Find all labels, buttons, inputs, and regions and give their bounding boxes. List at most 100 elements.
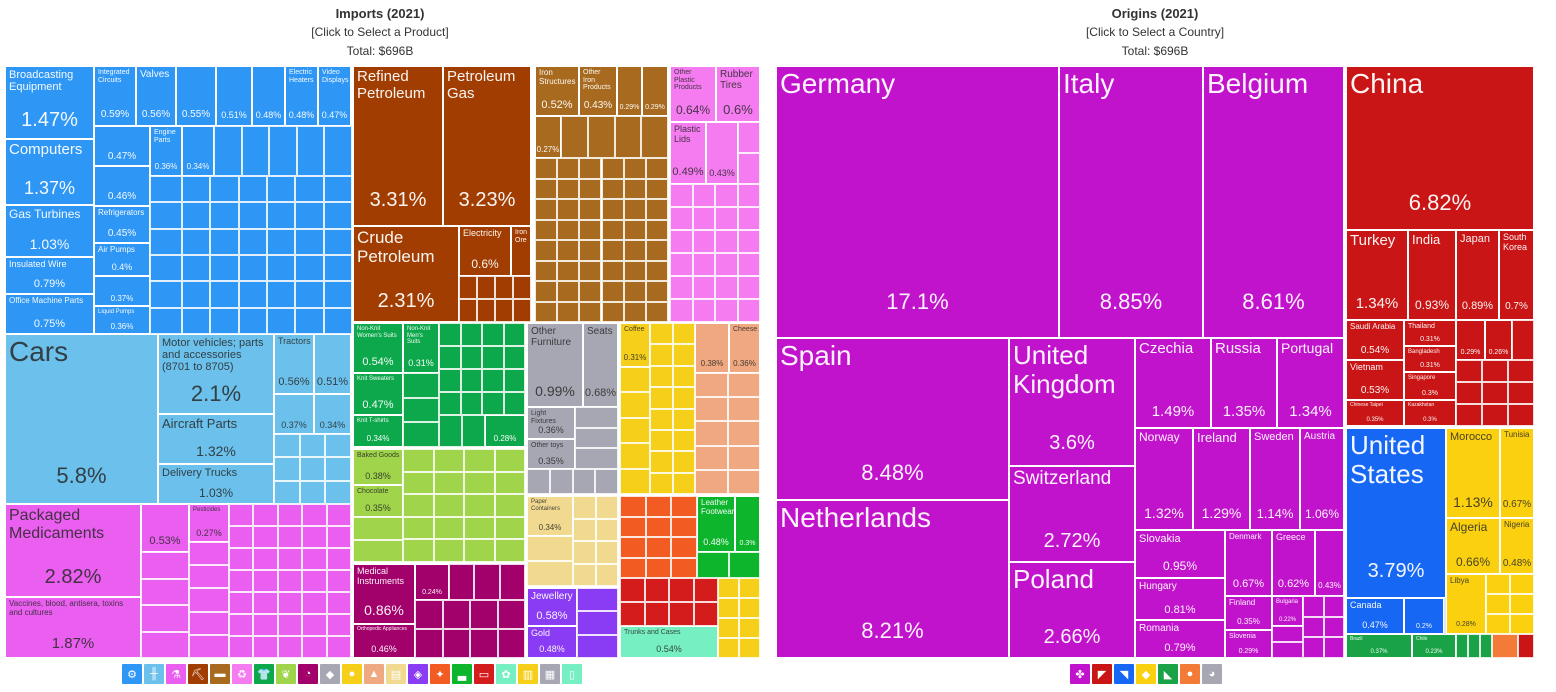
treemap-small-tile[interactable] [644,602,669,626]
treemap-small-tile[interactable] [470,600,498,629]
treemap-small-tile[interactable] [692,207,715,230]
treemap-small-tile[interactable] [579,178,602,199]
treemap-tile-chinese-taipei[interactable]: Chinese Taipei 0.35% [1346,400,1404,426]
precious-metals-icon[interactable]: ◈ [408,664,428,684]
treemap-small-tile[interactable] [302,526,327,548]
treemap-small-tile[interactable] [650,365,673,388]
treemap-small-tile[interactable] [650,472,673,494]
treemap-small-tile[interactable] [277,570,303,592]
treemap-tile-denmark[interactable]: Denmark 0.67% [1225,530,1272,596]
treemap-small-tile[interactable] [269,126,297,176]
treemap-small-tile[interactable] [671,496,697,517]
treemap-tile-integrated-circuits[interactable]: Integrated Circuits 0.59% [94,66,136,126]
treemap-small-tile[interactable] [229,592,254,614]
treemap-small-tile[interactable] [274,457,300,481]
treemap-tile-thailand[interactable]: Thailand 0.31% [1404,320,1456,346]
treemap-small-tile[interactable] [299,434,326,458]
treemap-tile-item[interactable]: 0.29% [1456,320,1485,360]
treemap-small-tile[interactable] [620,537,646,558]
treemap-small-tile[interactable] [670,299,693,322]
treemap-small-tile[interactable] [672,344,695,366]
south-america-icon[interactable]: ◣ [1158,664,1178,684]
treemap-small-tile[interactable] [695,469,728,494]
treemap-small-tile[interactable] [672,472,695,494]
treemap-small-tile[interactable] [572,469,596,494]
treemap-tile-vietnam[interactable]: Vietnam 0.53% [1346,360,1404,400]
treemap-small-tile[interactable] [601,158,624,179]
treemap-tile-item[interactable]: 0.37% [274,394,314,434]
treemap-small-tile[interactable] [295,228,324,255]
treemap-tile-item[interactable]: 0.24% [415,564,449,600]
treemap-small-tile[interactable] [150,307,182,334]
treemap-tile-spain[interactable]: Spain 8.48% [776,338,1009,500]
treemap-small-tile[interactable] [573,541,596,564]
treemap-tile-other-furniture[interactable]: Other Furniture 0.99% [527,323,583,407]
treemap-small-tile[interactable] [277,614,303,636]
treemap-small-tile[interactable] [715,276,738,299]
treemap-small-tile[interactable] [672,451,695,473]
treemap-small-tile[interactable] [503,346,525,369]
treemap-tile-computers[interactable]: Computers 1.37% [5,139,94,205]
treemap-tile-paper-containers[interactable]: Paper Containers 0.34% [527,496,573,536]
treemap-small-tile[interactable] [595,469,618,494]
treemap-small-tile[interactable] [189,634,229,658]
treemap-small-tile[interactable] [229,570,254,592]
textiles-icon[interactable]: 👕 [254,664,274,684]
treemap-small-tile[interactable] [1508,360,1534,382]
treemap-small-tile[interactable] [141,605,189,632]
treemap-small-tile[interactable] [482,323,504,346]
treemap-tile-orthopedic-appliances[interactable]: Orthopedic Appliances 0.46% [353,624,415,658]
treemap-small-tile[interactable] [623,240,646,261]
treemap-small-tile[interactable] [1323,616,1344,638]
treemap-small-tile[interactable] [1323,596,1344,617]
paper-goods-icon[interactable]: ▤ [386,664,406,684]
treemap-tile-seats[interactable]: Seats 0.68% [583,323,618,407]
treemap-small-tile[interactable] [141,552,189,579]
treemap-small-tile[interactable] [353,539,403,562]
treemap-small-tile[interactable] [302,504,327,526]
treemap-small-tile[interactable] [1456,404,1482,426]
treemap-small-tile[interactable] [595,541,618,564]
treemap-small-tile[interactable] [670,276,693,299]
treemap-tile-aircraft-parts[interactable]: Aircraft Parts 1.32% [158,414,274,464]
treemap-small-tile[interactable] [1480,634,1492,658]
asia-icon[interactable]: ◤ [1092,664,1112,684]
treemap-tile-item[interactable]: 0.27% [535,116,561,158]
treemap-small-tile[interactable] [464,449,495,472]
treemap-tile-non-knit-women-s-suits[interactable]: Non-Knit Women's Suits 0.54% [353,323,403,373]
treemap-small-tile[interactable] [695,421,728,446]
treemap-small-tile[interactable] [470,629,498,658]
treemap-small-tile[interactable] [671,557,697,578]
treemap-tile-item[interactable]: 0.53% [141,504,189,552]
treemap-small-tile[interactable] [737,207,760,230]
treemap-small-tile[interactable] [253,504,278,526]
treemap-tile-trunks-and-cases[interactable]: Trunks and Cases 0.54% [620,626,718,658]
treemap-small-tile[interactable] [477,276,495,299]
treemap-small-tile[interactable] [739,638,760,658]
treemap-small-tile[interactable] [326,548,351,570]
treemap-small-tile[interactable] [561,116,588,158]
treemap-small-tile[interactable] [353,517,403,540]
treemap-tile-gas-turbines[interactable]: Gas Turbines 1.03% [5,205,94,257]
treemap-tile-valves[interactable]: Valves 0.56% [136,66,176,126]
treemap-small-tile[interactable] [575,407,618,428]
treemap-small-tile[interactable] [535,301,558,322]
footwear-icon[interactable]: ▃ [452,664,472,684]
treemap-tile-russia[interactable]: Russia 1.35% [1211,338,1277,428]
treemap-tile-united-kingdom[interactable]: United Kingdom 3.6% [1009,338,1135,466]
treemap-small-tile[interactable] [229,504,254,526]
treemap-small-tile[interactable] [535,281,558,302]
treemap-small-tile[interactable] [557,240,580,261]
treemap-small-tile[interactable] [672,408,695,430]
treemap-small-tile[interactable] [672,365,695,388]
treemap-small-tile[interactable] [214,126,242,176]
treemap-tile-italy[interactable]: Italy 8.85% [1059,66,1203,338]
treemap-small-tile[interactable] [482,346,504,369]
treemap-small-tile[interactable] [326,592,351,614]
treemap-tile-motor-vehicles-parts-and-accessories-8701-to-8705[interactable]: Motor vehicles; parts and accessories (8… [158,334,274,414]
treemap-tile-chocolate[interactable]: Chocolate 0.35% [353,485,403,517]
treemap-small-tile[interactable] [442,629,470,658]
treemap-small-tile[interactable] [241,126,270,176]
treemap-tile-petroleum-gas[interactable]: Petroleum Gas 3.23% [443,66,531,226]
treemap-small-tile[interactable] [267,202,296,229]
